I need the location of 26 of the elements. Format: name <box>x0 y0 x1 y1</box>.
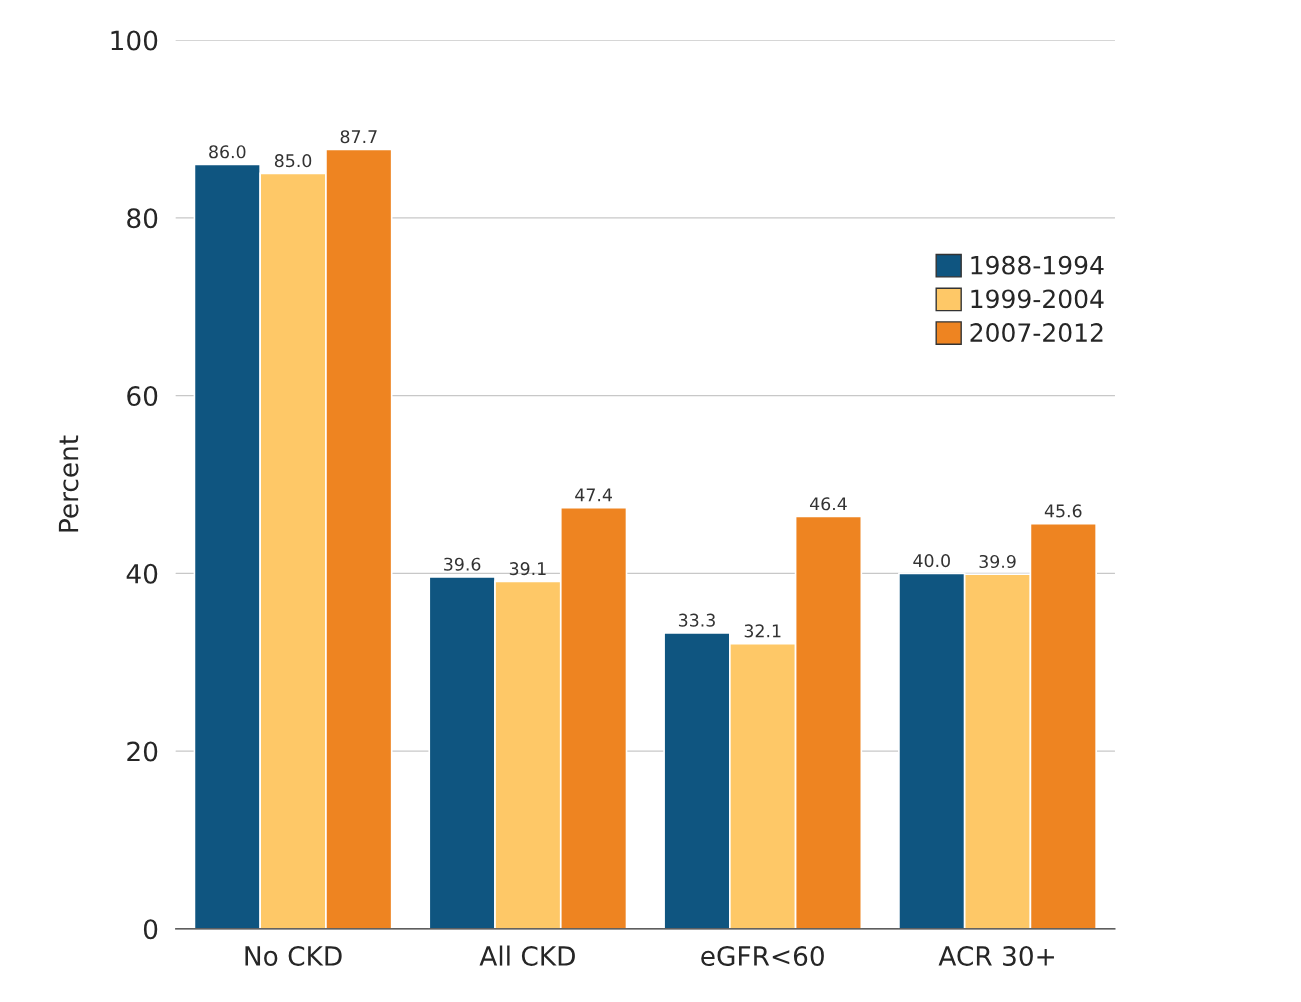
data-label: 46.4 <box>809 497 847 511</box>
x-tick-label: No CKD <box>245 945 342 966</box>
y-axis-title: Percent <box>58 435 79 532</box>
y-tick-label: 20 <box>127 741 158 762</box>
x-tick-label: ACR 30+ <box>938 945 1054 966</box>
data-label: 87.7 <box>340 130 377 144</box>
y-tick-label: 60 <box>127 386 158 406</box>
y-tick-label: 100 <box>111 30 158 51</box>
data-label: 45.6 <box>1044 504 1082 518</box>
legend-label: 1999-2004 <box>971 289 1104 309</box>
data-label: 85.0 <box>274 154 312 168</box>
legend-label: 1988-1994 <box>971 255 1104 275</box>
y-tick-label: 80 <box>127 208 158 229</box>
data-label: 32.1 <box>744 624 781 638</box>
legend-label: 2007-2012 <box>970 323 1103 342</box>
data-label: 86.0 <box>209 145 246 159</box>
data-label: 39.9 <box>979 554 1016 569</box>
data-label: 39.1 <box>509 562 546 576</box>
x-tick-label: All CKD <box>479 945 575 966</box>
data-label: 47.4 <box>575 488 612 502</box>
y-tick-label: 40 <box>126 563 158 584</box>
data-label: 40.0 <box>913 554 950 568</box>
data-label: 39.6 <box>444 557 481 571</box>
x-tick-label: eGFR<60 <box>701 945 824 966</box>
data-label: 33.3 <box>678 613 715 627</box>
y-tick-label: 0 <box>143 919 158 940</box>
